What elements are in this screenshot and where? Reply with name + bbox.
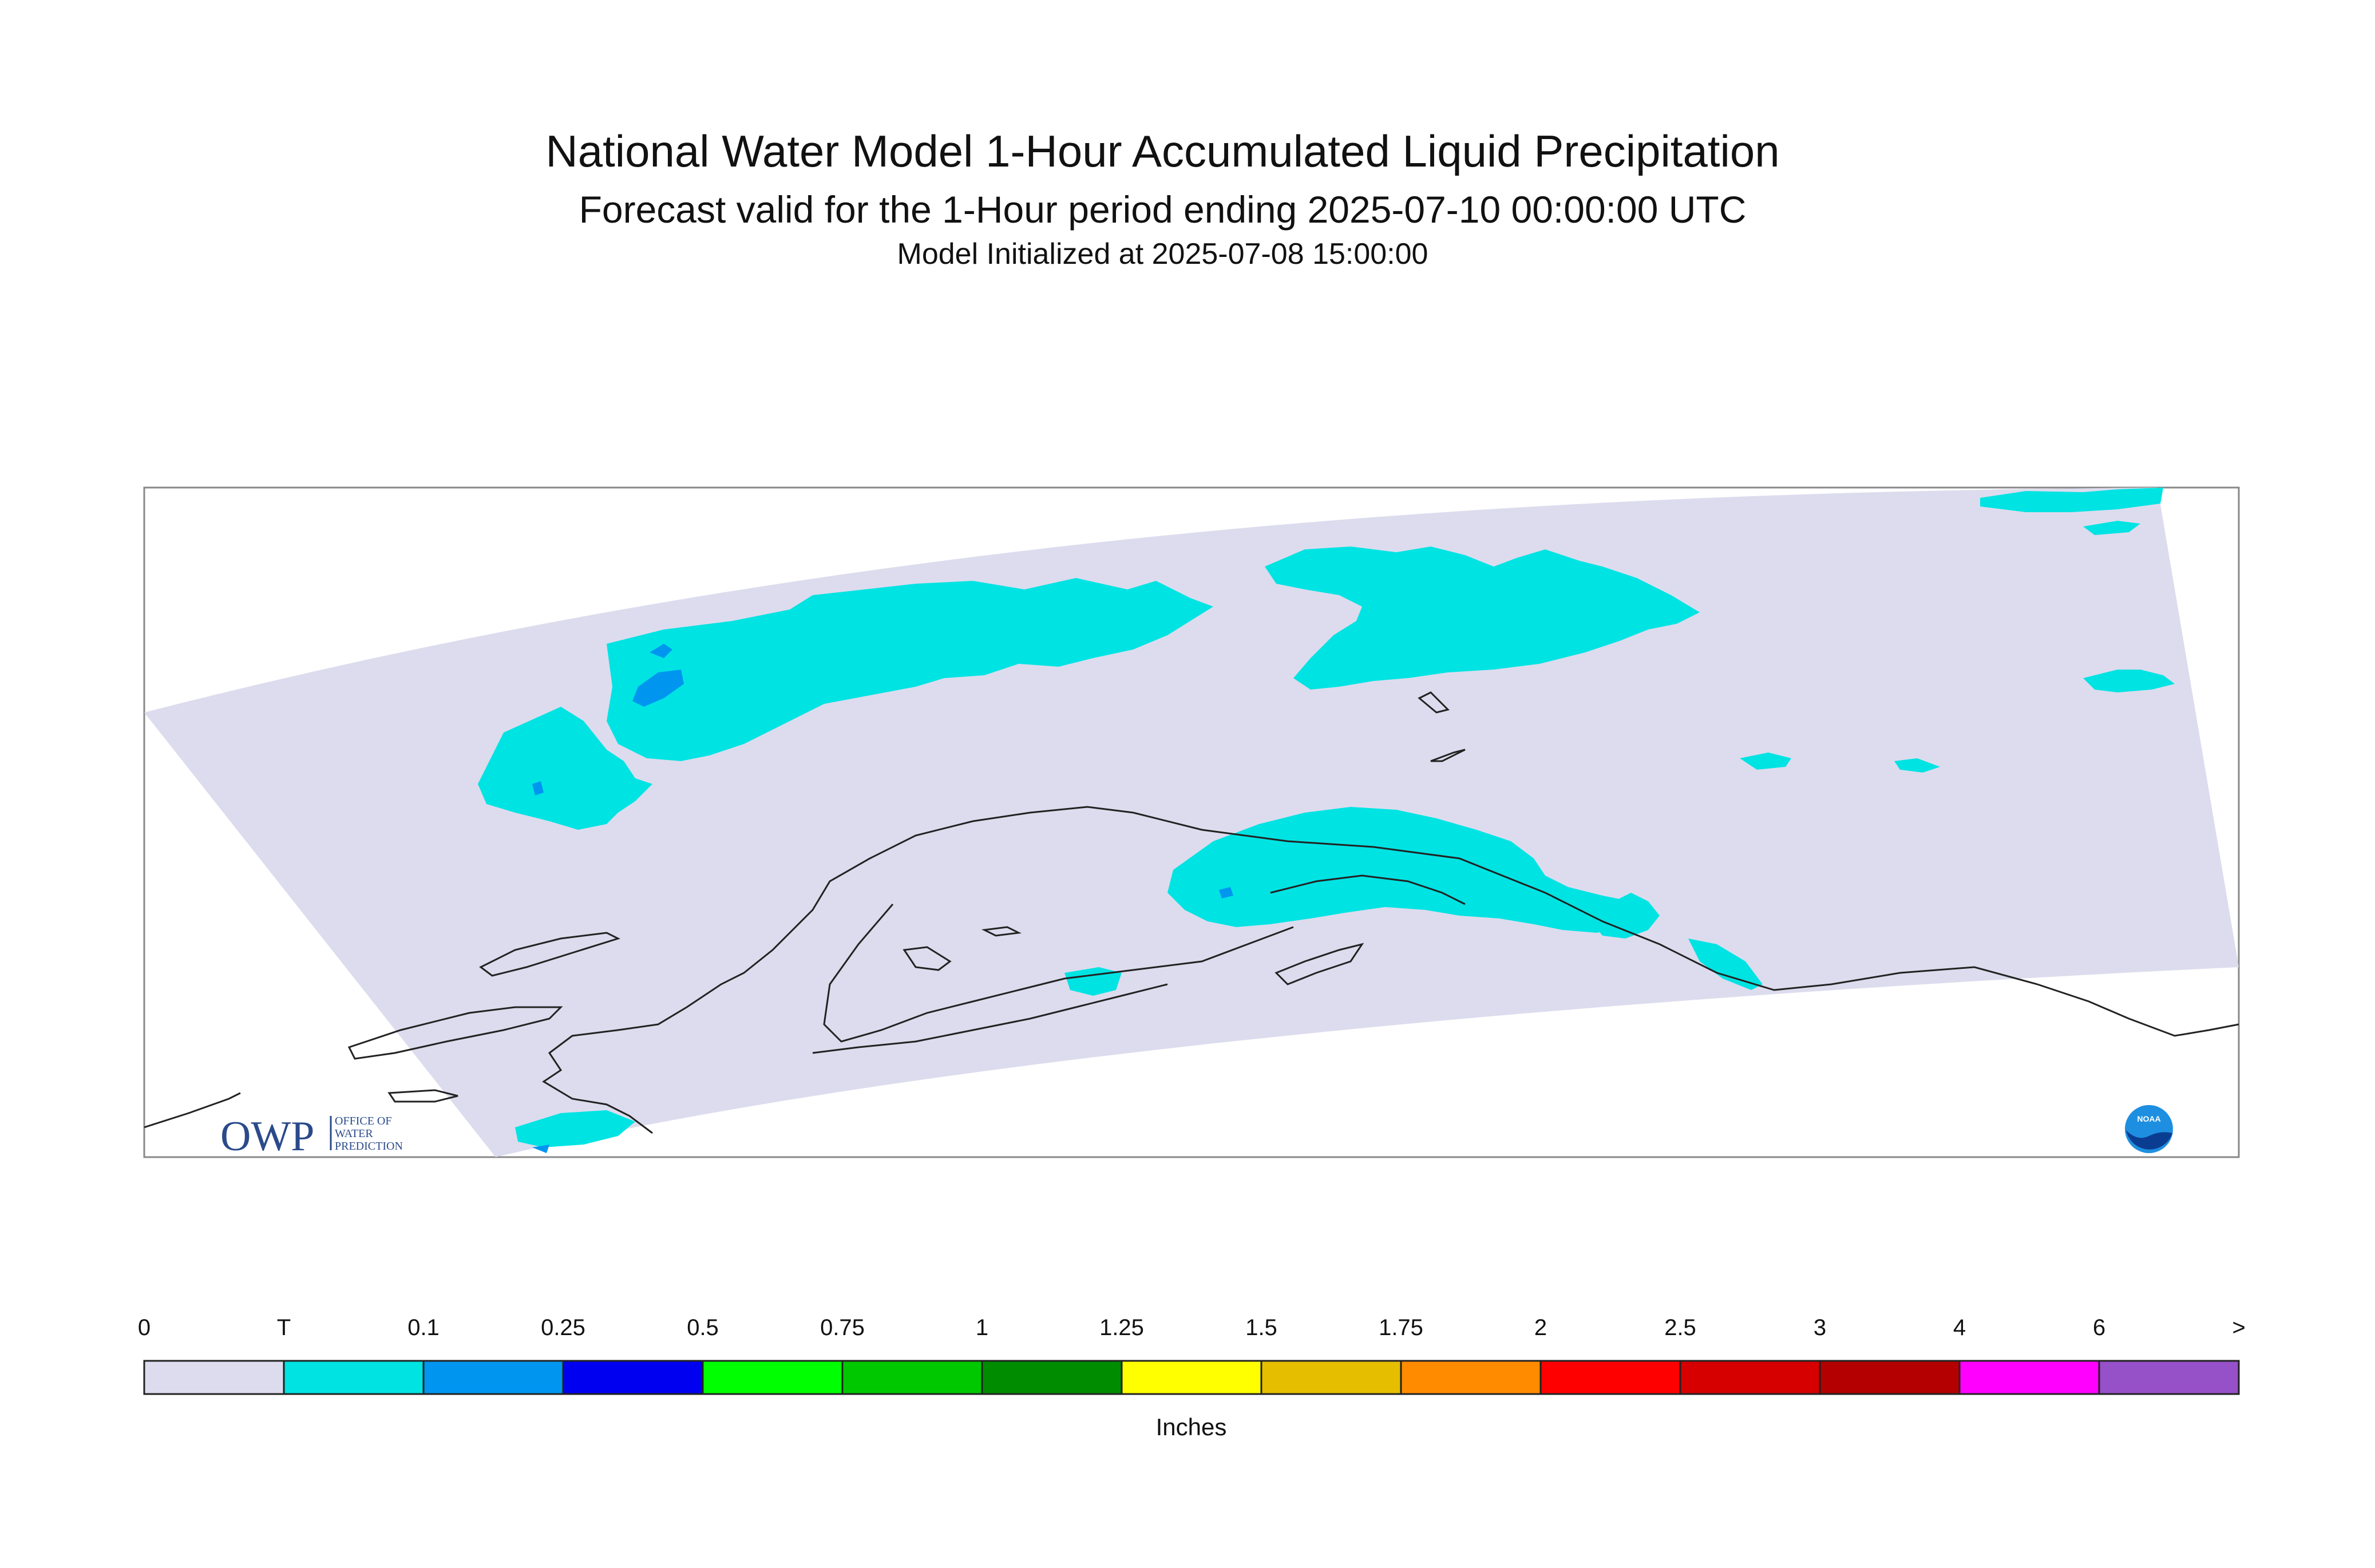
legend-swatch-10 bbox=[1539, 1360, 1681, 1395]
light-precip-areas bbox=[532, 644, 1233, 1153]
coastline-mainland-north bbox=[1133, 811, 1546, 894]
noaa-logo-mark: NOAA bbox=[2137, 1114, 2160, 1123]
legend-swatch-14 bbox=[2098, 1360, 2240, 1395]
legend-tick-label: 0.5 bbox=[687, 1315, 719, 1340]
trace-area-southwest bbox=[515, 1110, 635, 1147]
trace-area-southcentral bbox=[1167, 807, 1642, 933]
legend-swatch-13 bbox=[1958, 1360, 2100, 1395]
legend-tick-label: 2 bbox=[1534, 1315, 1547, 1340]
coastline-island-5 bbox=[1274, 943, 1364, 985]
coastline-island-7 bbox=[1430, 749, 1466, 762]
trace-area-northwest bbox=[607, 578, 1213, 761]
legend-swatch-9 bbox=[1400, 1360, 1542, 1395]
light-area-5 bbox=[532, 1145, 549, 1153]
legend-tick-label: 0.25 bbox=[541, 1315, 585, 1340]
trace-area-southeast bbox=[1591, 893, 1660, 939]
owp-logo-text-3: PREDICTION bbox=[335, 1140, 403, 1153]
model-initialized-text: Model Initialized at 2025-07-08 15:00:00 bbox=[897, 237, 1428, 271]
legend-tick-label: 1.75 bbox=[1379, 1315, 1423, 1340]
legend-labels: 0 T 0.1 0.25 0.5 0.75 1 1.25 1.5 1.75 2 2.5 3 4 6 > bbox=[138, 1315, 2246, 1351]
legend-tick-label: 1.25 bbox=[1099, 1315, 1144, 1340]
coastline-island-3 bbox=[387, 1089, 458, 1103]
coastline-island-4 bbox=[902, 946, 952, 971]
trace-area-north-central bbox=[1265, 547, 1700, 690]
light-area-4 bbox=[1219, 887, 1233, 898]
coastline-southwest-edge bbox=[144, 1092, 241, 1129]
owp-logo-text-2: WATER bbox=[335, 1127, 373, 1140]
legend-swatch-3 bbox=[562, 1360, 704, 1395]
trace-area-northeast-2 bbox=[2083, 521, 2140, 535]
coastline-gulf bbox=[1545, 892, 2239, 1037]
legend-swatch-4 bbox=[702, 1360, 844, 1395]
legend-colorbar bbox=[143, 1360, 2240, 1395]
coastlines bbox=[144, 691, 2239, 1134]
coastline-island-1 bbox=[479, 932, 620, 977]
coastline-inland-lake bbox=[1270, 874, 1466, 905]
noaa-logo-lower bbox=[2126, 1130, 2172, 1150]
light-area-2 bbox=[650, 644, 672, 658]
coastline-island-8 bbox=[981, 926, 1022, 937]
legend-tick-label: 0.75 bbox=[820, 1315, 865, 1340]
trace-area-east-3 bbox=[1894, 758, 1940, 773]
legend-tick-label: 0 bbox=[137, 1315, 151, 1340]
legend-tick-label: 3 bbox=[1813, 1315, 1827, 1340]
legend-swatch-2 bbox=[422, 1360, 564, 1395]
legend-tick-label: 1.5 bbox=[1245, 1315, 1277, 1340]
light-area-3 bbox=[532, 781, 544, 795]
coastline-mainland-west bbox=[542, 806, 1134, 1134]
legend-tick-label: 2.5 bbox=[1664, 1315, 1696, 1340]
coastline-peninsula bbox=[823, 904, 1294, 1043]
coastline-island-2 bbox=[347, 1006, 563, 1060]
trace-precip-areas bbox=[478, 488, 2175, 1147]
legend-swatch-0 bbox=[143, 1360, 285, 1395]
trace-area-east-2 bbox=[1740, 753, 1791, 770]
trace-area-kodiak bbox=[1688, 939, 1763, 990]
legend-swatch-12 bbox=[1819, 1360, 1961, 1395]
owp-logo-mark: OWP bbox=[220, 1113, 314, 1160]
legend-tick-label: 1 bbox=[975, 1315, 989, 1340]
trace-area-east bbox=[2083, 670, 2175, 692]
legend-swatch-11 bbox=[1679, 1360, 1821, 1395]
legend-swatch-7 bbox=[1121, 1360, 1262, 1395]
legend-tick-label: 0.1 bbox=[407, 1315, 440, 1340]
coastline-island-6 bbox=[1418, 691, 1450, 714]
legend-tick-label: 4 bbox=[1953, 1315, 1966, 1340]
owp-logo-text-1: OFFICE OF bbox=[335, 1115, 391, 1127]
noaa-logo: NOAA bbox=[2125, 1105, 2173, 1153]
coastline-alaska-peninsula bbox=[812, 983, 1168, 1054]
legend-tick-label: 6 bbox=[2092, 1315, 2106, 1340]
owp-logo: OWP OFFICE OF WATER PREDICTION bbox=[220, 1113, 403, 1160]
trace-area-northeast bbox=[1980, 488, 2163, 512]
legend-units-label: Inches bbox=[1155, 1413, 1227, 1440]
legend-swatch-1 bbox=[283, 1360, 425, 1395]
legend-tick-label: > bbox=[2232, 1315, 2246, 1340]
forecast-valid-subtitle: Forecast valid for the 1-Hour period end… bbox=[579, 188, 1747, 231]
legend-swatch-8 bbox=[1260, 1360, 1402, 1395]
trace-area-west bbox=[478, 707, 652, 830]
legend-tick-label: T bbox=[276, 1315, 291, 1340]
legend-swatch-6 bbox=[981, 1360, 1123, 1395]
legend-swatch-5 bbox=[841, 1360, 983, 1395]
trace-area-alaska-peninsula bbox=[1064, 967, 1122, 996]
page-title: National Water Model 1-Hour Accumulated … bbox=[545, 126, 1780, 176]
light-area-1 bbox=[632, 670, 684, 707]
